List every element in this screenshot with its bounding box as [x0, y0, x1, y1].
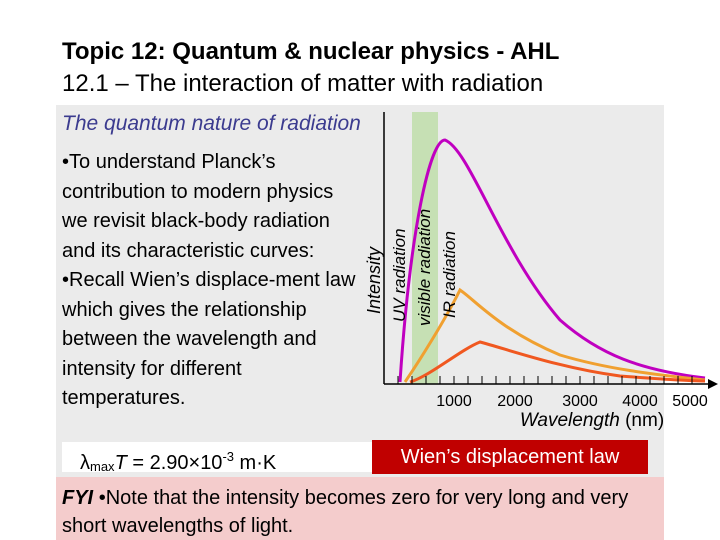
x-tick-label: 4000 — [622, 393, 658, 410]
curve-cool — [409, 340, 706, 384]
fyi-note: FYI •Note that the intensity becomes zer… — [62, 484, 662, 540]
visible-band-label: visible radiation — [415, 209, 434, 326]
formula-ten: 10 — [200, 452, 223, 474]
formula-exponent: -3 — [222, 449, 234, 464]
ir-band-label: IR radiation — [440, 231, 459, 318]
formula-lambda: λ — [80, 452, 90, 474]
page-title: Topic 12: Quantum & nuclear physics - AH… — [62, 36, 712, 100]
wien-formula: λmaxT = 2.90×10-3 m·K — [62, 442, 372, 474]
fyi-marker: • — [98, 487, 106, 509]
content-panel — [56, 105, 664, 477]
bullet-item-wien: •Recall Wien’s displace-ment law which g… — [62, 266, 362, 414]
bullet-text-wien: Recall Wien’s displace-ment law which gi… — [62, 269, 356, 409]
bullet-text-planck: To understand Planck’s contribution to m… — [62, 151, 334, 262]
curve-medium — [403, 287, 706, 383]
x-axis-label-main: Wavelength — [520, 410, 620, 431]
x-tick-label: 1000 — [436, 393, 472, 410]
bullet-marker: • — [62, 269, 70, 291]
wien-law-label: Wien’s displacement law — [372, 440, 648, 474]
uv-band-label: UV radiation — [390, 228, 409, 322]
bullet-list: •To understand Planck’s contribution to … — [62, 148, 362, 414]
formula-value: = 2.90 — [126, 452, 189, 474]
bullet-marker: • — [62, 151, 70, 173]
title-line-1: Topic 12: Quantum & nuclear physics - AH… — [62, 38, 560, 65]
formula-times: × — [188, 452, 201, 474]
x-tick-label: 5000 — [672, 393, 708, 410]
bullet-item-planck: •To understand Planck’s contribution to … — [62, 148, 362, 266]
x-axis-label-unit: (nm) — [620, 410, 664, 431]
fyi-label: FYI — [62, 487, 94, 509]
x-axis-arrow-icon — [708, 379, 718, 389]
x-tick-label: 2000 — [497, 393, 533, 410]
formula-unit: m·K — [234, 452, 277, 474]
section-subtitle: The quantum nature of radiation — [62, 112, 361, 135]
curve-hot — [398, 138, 706, 383]
formula-t: T — [114, 452, 127, 474]
fyi-box — [56, 477, 664, 540]
formula-sub: max — [90, 459, 115, 474]
y-axis-label: Intensity — [364, 246, 384, 314]
x-axis-label: Wavelength (nm) — [520, 410, 664, 431]
x-tick-label: 3000 — [562, 393, 598, 410]
title-line-2: 12.1 – The interaction of matter with ra… — [62, 70, 544, 97]
x-axis-ticks — [397, 376, 693, 384]
fyi-text: Note that the intensity becomes zero for… — [62, 487, 629, 537]
